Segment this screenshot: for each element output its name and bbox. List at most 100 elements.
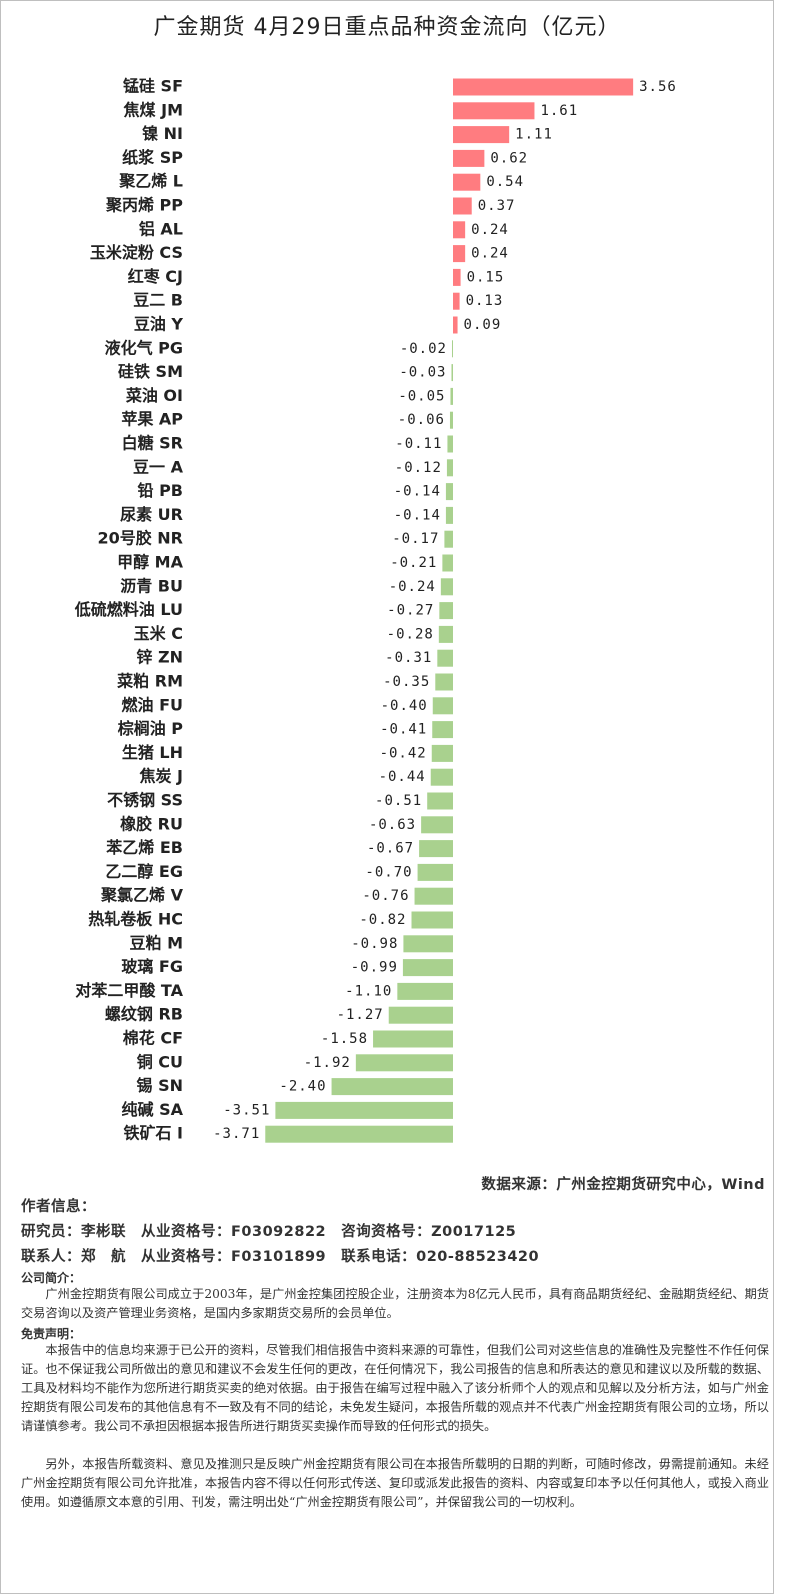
category-label: 聚丙烯 PP	[105, 196, 183, 215]
bar	[419, 840, 453, 858]
value-label: -1.27	[337, 1007, 384, 1023]
category-label: 红枣 CJ	[128, 267, 183, 286]
category-label: 菜粕 RM	[116, 672, 183, 691]
disclaimer-heading: 免责声明：	[21, 1327, 82, 1341]
value-label: 1.61	[540, 103, 578, 119]
chart-title: 广金期货 4月29日重点品种资金流向（亿元）	[154, 15, 621, 40]
bar	[453, 78, 634, 96]
category-label: 锌 ZN	[136, 648, 183, 667]
chart: 广金期货 4月29日重点品种资金流向（亿元） 锰硅 SF 3.56 焦煤 JM 1.6…	[74, 15, 676, 1143]
value-label: -0.51	[375, 793, 422, 809]
category-label: 苹果 AP	[121, 410, 183, 429]
category-label: 纸浆 SP	[122, 148, 183, 167]
value-label: -0.76	[362, 888, 409, 904]
company-heading: 公司简介：	[21, 1271, 82, 1285]
category-label: 焦炭 J	[138, 767, 183, 786]
category-label: 焦煤 JM	[123, 100, 183, 119]
value-label: -0.35	[383, 674, 430, 690]
value-label: 0.09	[464, 317, 502, 333]
disclaimer-1: 本报告中的信息均来源于已公开的资料，尽管我们相信报告中资料来源的可靠性，但我们公…	[21, 1343, 769, 1433]
company-text: 广州金控期货有限公司成立于2003年，是广州金控集团控股企业，注册资本为8亿元人…	[21, 1287, 769, 1320]
category-label: 玻璃 FG	[121, 957, 183, 976]
value-label: -0.05	[398, 388, 445, 404]
category-label: 白糖 SR	[122, 434, 183, 453]
category-label: 液化气 PG	[105, 338, 183, 357]
bar	[451, 364, 453, 382]
category-label: 聚氯乙烯 V	[100, 886, 184, 905]
value-label: -0.63	[369, 817, 416, 833]
category-label: 尿素 UR	[120, 505, 183, 524]
category-label: 铜 CU	[137, 1052, 183, 1071]
bar	[445, 506, 453, 524]
category-label: 豆粕 M	[130, 933, 184, 952]
value-label: -0.67	[367, 841, 414, 857]
category-label: 棕榈油 P	[118, 719, 184, 738]
bar	[447, 435, 453, 453]
bar	[444, 530, 453, 548]
bar	[331, 1078, 453, 1096]
bar	[451, 340, 453, 358]
value-label: -1.10	[345, 983, 392, 999]
value-label: -0.44	[379, 769, 426, 785]
researcher: 研究员：李彬联 从业资格号：F03092822 咨询资格号：Z0017125	[21, 1224, 517, 1240]
value-label: -1.92	[304, 1055, 351, 1071]
value-label: -0.02	[400, 341, 447, 357]
bar	[421, 816, 453, 834]
category-label: 铁矿石 I	[123, 1124, 183, 1143]
value-label: -0.14	[394, 507, 441, 523]
bar	[453, 149, 485, 167]
value-label: -0.70	[365, 864, 412, 880]
value-label: -3.71	[213, 1126, 260, 1142]
category-label: 棉花 CF	[123, 1029, 183, 1048]
disclaimer-2: 另外，本报告所载资料、意见及推测只是反映广州金控期货有限公司在本报告所载明的日期…	[21, 1457, 769, 1509]
bar	[453, 173, 481, 191]
bar	[450, 387, 453, 405]
value-label: -0.31	[385, 650, 432, 666]
category-label: 玉米淀粉 CS	[90, 243, 183, 262]
contact: 联系人：郑 航 从业资格号：F03101899 联系电话：020-8852342…	[21, 1249, 540, 1265]
value-label: -0.12	[395, 460, 442, 476]
value-label: 0.15	[467, 269, 505, 285]
category-label: 锰硅 SF	[123, 77, 183, 96]
value-label: -1.58	[321, 1031, 368, 1047]
value-label: -0.03	[399, 365, 446, 381]
category-label: 不锈钢 SS	[107, 791, 183, 810]
value-label: -0.82	[359, 912, 406, 928]
category-label: 对苯二甲酸 TA	[75, 981, 183, 1000]
value-label: -0.40	[381, 698, 428, 714]
category-label: 菜油 OI	[125, 386, 183, 405]
bar	[453, 268, 461, 286]
value-label: 0.24	[471, 246, 509, 262]
value-label: -0.28	[387, 626, 434, 642]
bar	[439, 602, 453, 620]
bar	[435, 673, 453, 691]
bar	[403, 935, 453, 953]
value-label: -0.21	[390, 555, 437, 571]
bar	[432, 721, 453, 739]
bar	[437, 649, 453, 667]
source: 数据来源：广州金控期货研究中心，Wind	[481, 1177, 765, 1193]
bar	[414, 887, 453, 905]
bar	[373, 1030, 453, 1048]
bar	[453, 316, 458, 334]
value-label: -0.24	[389, 579, 436, 595]
bar	[453, 221, 466, 239]
value-label: -0.41	[380, 722, 427, 738]
category-label: 豆二 B	[133, 291, 183, 310]
category-label: 硅铁 SM	[118, 362, 183, 381]
value-label: -0.99	[351, 960, 398, 976]
bar	[397, 982, 453, 1000]
category-label: 甲醇 MA	[117, 553, 183, 572]
value-label: -0.42	[380, 745, 427, 761]
value-label: -0.11	[395, 436, 442, 452]
category-label: 沥青 BU	[120, 576, 183, 595]
bar	[430, 768, 453, 786]
value-label: 0.54	[486, 174, 524, 190]
category-label: 镍 NI	[142, 124, 183, 143]
value-label: -2.40	[279, 1079, 326, 1095]
category-label: 热轧卷板 HC	[88, 910, 183, 929]
category-label: 20号胶 NR	[97, 529, 183, 548]
bar	[440, 578, 453, 596]
category-label: 螺纹钢 RB	[105, 1005, 183, 1024]
